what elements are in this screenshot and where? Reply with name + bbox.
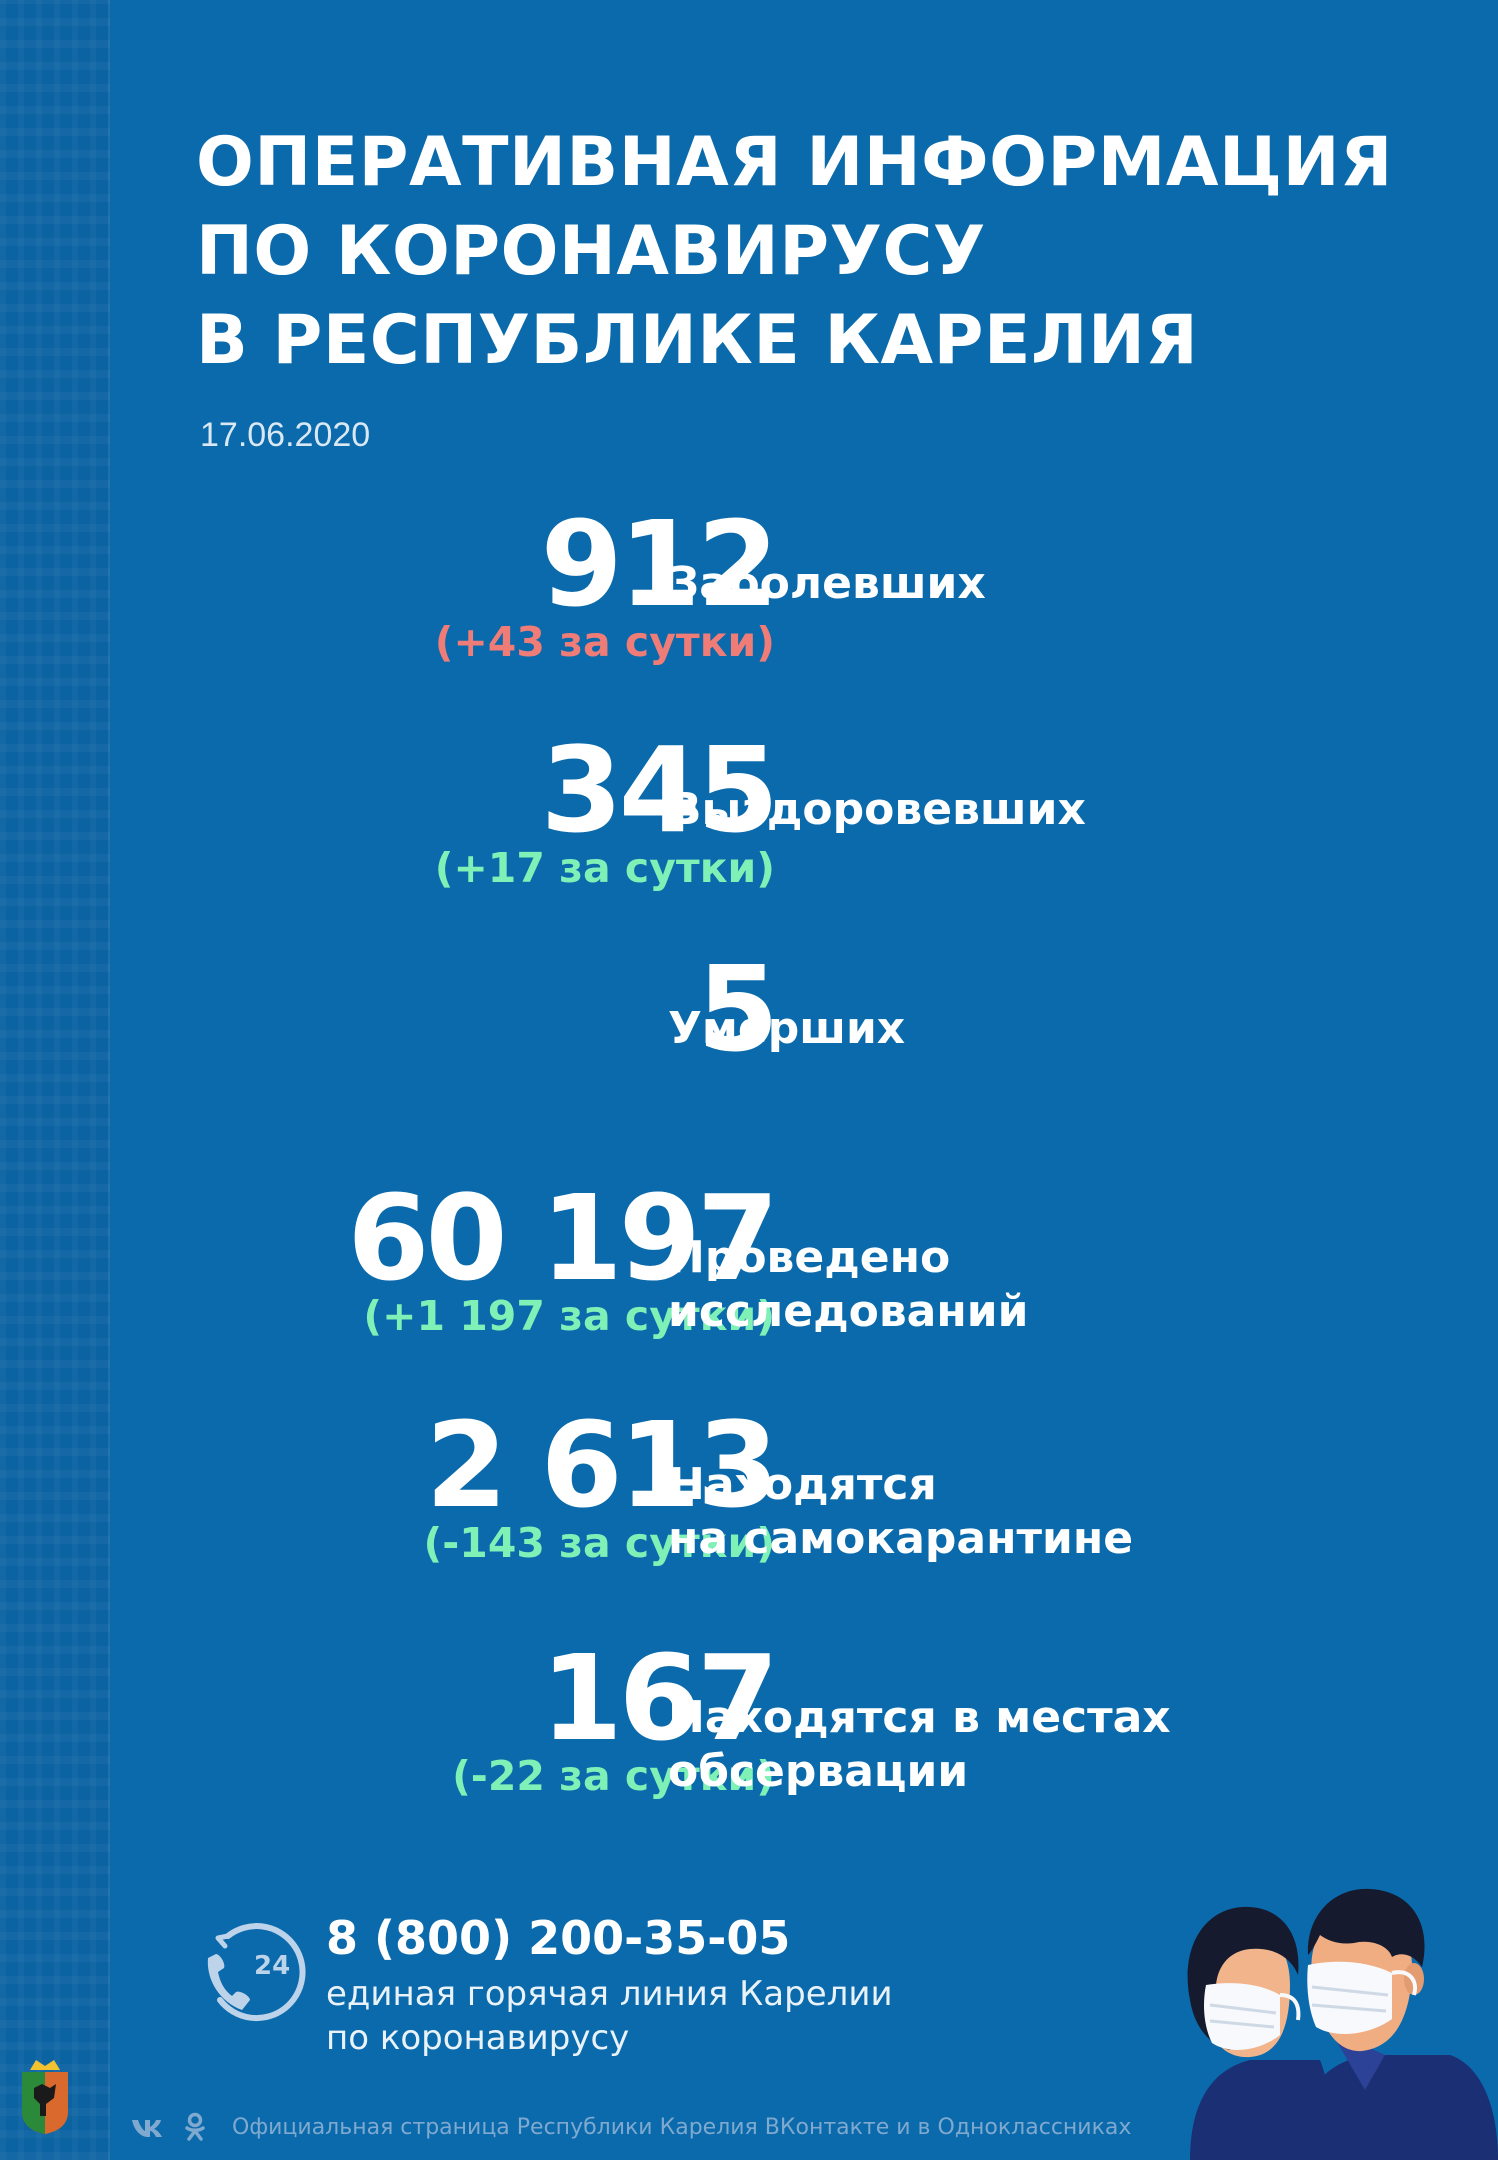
stat-recovered: 345 (+17 за сутки) Выздоровевших — [150, 731, 1400, 931]
stat-delta: (+1 197 за сутки) — [363, 1292, 775, 1340]
hotline-desc-line: по коронавирусу — [326, 2018, 630, 2058]
stat-value: 167 — [540, 1629, 779, 1767]
stat-label: Выздоровевших — [668, 783, 1086, 837]
stat-delta: (+43 за сутки) — [434, 618, 775, 666]
stat-tests: 60 197 (+1 197 за сутки) Проведено иссле… — [150, 1179, 1400, 1379]
stat-label-line: Находятся в местах — [668, 1692, 1171, 1743]
stat-label: Заболевших — [668, 557, 986, 611]
stat-label-line: обсервации — [668, 1746, 969, 1797]
odnoklassniki-icon[interactable] — [178, 2112, 212, 2142]
hotline-description: единая горячая линия Карелии по коронави… — [326, 1972, 893, 2060]
stat-value: 912 — [540, 495, 779, 633]
hotline-desc-line: единая горячая линия Карелии — [326, 1974, 893, 2014]
page-title: ОПЕРАТИВНАЯ ИНФОРМАЦИЯ ПО КОРОНАВИРУСУ В… — [196, 118, 1416, 385]
masked-people-illustration — [1187, 1888, 1498, 2160]
report-date: 17.06.2020 — [200, 416, 371, 454]
stat-label: Находятся в местах обсервации — [668, 1691, 1171, 1799]
stat-label-line: Проведено — [668, 1232, 951, 1283]
stat-label-line: Находятся — [668, 1459, 937, 1510]
stat-infected: 912 (+43 за сутки) Заболевших — [150, 505, 1400, 705]
stat-value: 2 613 — [425, 1396, 779, 1534]
stat-label: Умерших — [668, 1002, 905, 1056]
stat-observation: 167 (-22 за сутки) Находятся в местах об… — [150, 1639, 1400, 1839]
stat-label-line: Выздоровевших — [668, 784, 1086, 835]
hotline-block: 24 8 (800) 200-35-05 единая горячая лини… — [198, 1910, 1098, 2060]
stat-label: Находятся на самокарантине — [668, 1458, 1133, 1566]
stat-label-line: на самокарантине — [668, 1513, 1134, 1564]
title-line-3: В РЕСПУБЛИКЕ КАРЕЛИЯ — [196, 301, 1199, 380]
social-footer-text: Официальная страница Республики Карелия … — [232, 2114, 1132, 2140]
side-ornament — [0, 0, 110, 2160]
stat-label-line: исследований — [668, 1286, 1029, 1337]
social-footer: Официальная страница Республики Карелия … — [130, 2112, 1131, 2142]
vk-icon[interactable] — [130, 2112, 164, 2142]
stat-delta: (-22 за сутки) — [452, 1752, 775, 1800]
karelia-emblem-icon — [22, 2060, 68, 2134]
stat-value: 345 — [540, 721, 779, 859]
stat-label-line: Заболевших — [668, 558, 986, 609]
hotline-phone-number[interactable]: 8 (800) 200-35-05 — [326, 1911, 791, 1965]
phone-24-icon: 24 — [207, 1923, 306, 2022]
stat-value: 5 — [696, 940, 779, 1078]
title-line-1: ОПЕРАТИВНАЯ ИНФОРМАЦИЯ — [196, 123, 1393, 202]
stat-deaths: 5 Умерших — [150, 950, 1400, 1150]
stat-self-quarantine: 2 613 (-143 за сутки) Находятся на самок… — [150, 1406, 1400, 1606]
stat-label-line: Умерших — [668, 1003, 906, 1054]
stat-value: 60 197 — [347, 1169, 779, 1307]
stat-delta: (-143 за сутки) — [423, 1519, 775, 1567]
stat-delta: (+17 за сутки) — [434, 844, 775, 892]
title-line-2: ПО КОРОНАВИРУСУ — [196, 212, 986, 291]
hotline-24-text: 24 — [254, 1951, 290, 1981]
stat-label: Проведено исследований — [668, 1231, 1028, 1339]
